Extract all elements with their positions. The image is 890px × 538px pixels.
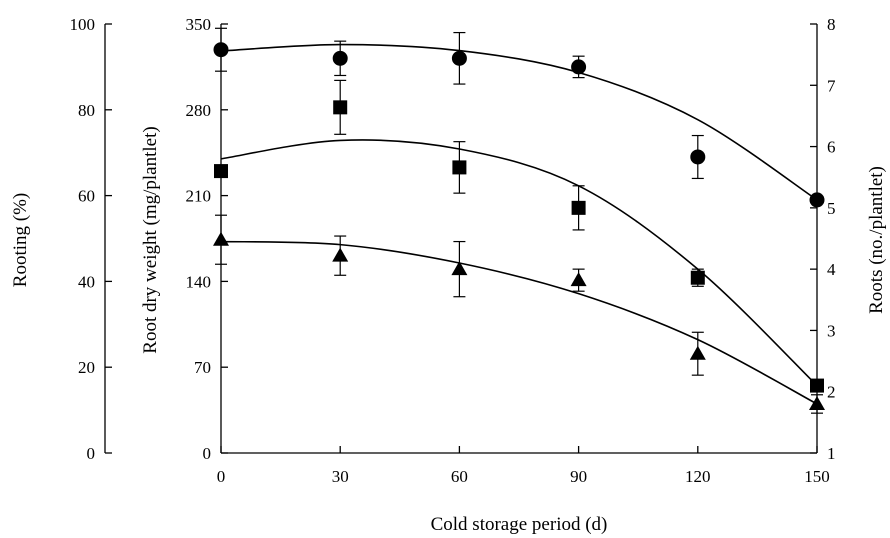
roots-tick-label: 6	[827, 138, 836, 157]
x-tick-label: 120	[685, 467, 711, 486]
axis-ticks: 0 30 60 90 120 150 0 20 40 60 80 100 0 70 140 210 280 350…	[70, 15, 837, 486]
square-point	[333, 100, 348, 115]
triangle-point	[689, 345, 706, 360]
square-point	[452, 160, 467, 175]
square-point	[214, 164, 228, 179]
rooting-tick-label: 40	[78, 272, 95, 291]
rooting-axis-title: Rooting (%)	[10, 193, 31, 287]
circle-point	[332, 50, 348, 66]
rooting-tick-label: 0	[87, 444, 96, 463]
circle-point	[451, 50, 467, 66]
error-bars	[215, 27, 823, 414]
dry-weight-tick-label: 140	[186, 272, 212, 291]
x-axis-title: Cold storage period (d)	[431, 514, 608, 535]
roots-tick-label: 3	[827, 321, 836, 340]
circle-point	[213, 42, 229, 58]
square-point	[810, 378, 824, 393]
fit-curves	[220, 43, 818, 405]
dry-weight-axis-title: Root dry weight (mg/plantlet)	[140, 126, 161, 353]
x-tick-label: 0	[217, 467, 226, 486]
circle-point	[690, 149, 706, 165]
triangle-point	[570, 272, 587, 287]
square-fit-curve	[220, 139, 818, 387]
dry-weight-tick-label: 70	[194, 358, 211, 377]
triangle-point	[809, 395, 825, 410]
x-tick-label: 60	[451, 467, 468, 486]
rooting-tick-label: 60	[78, 187, 95, 206]
rooting-tick-label: 20	[78, 358, 95, 377]
dry-weight-tick-label: 0	[203, 444, 212, 463]
rooting-tick-label: 100	[70, 15, 96, 34]
roots-tick-label: 1	[827, 444, 836, 463]
circle-point	[809, 192, 825, 208]
triangle-fit-curve	[220, 240, 818, 405]
roots-tick-label: 4	[827, 260, 836, 279]
roots-axis-title: Roots (no./plantlet)	[866, 166, 887, 314]
square-point	[571, 200, 586, 215]
dry-weight-tick-label: 280	[186, 101, 212, 120]
rooting-tick-label: 80	[78, 101, 95, 120]
triangle-point	[213, 231, 229, 246]
circle-fit-curve	[220, 43, 818, 201]
triangle-point	[332, 247, 349, 262]
circle-point	[571, 59, 587, 75]
roots-tick-label: 2	[827, 383, 836, 402]
data-markers	[213, 42, 825, 410]
roots-tick-label: 7	[827, 76, 836, 95]
x-tick-label: 150	[804, 467, 830, 486]
x-tick-label: 90	[570, 467, 587, 486]
x-tick-label: 30	[332, 467, 349, 486]
dry-weight-tick-label: 350	[186, 15, 212, 34]
roots-tick-label: 8	[827, 15, 836, 34]
dry-weight-tick-label: 210	[186, 187, 212, 206]
roots-tick-label: 5	[827, 199, 836, 218]
square-point	[690, 270, 705, 285]
triangle-point	[451, 261, 468, 276]
